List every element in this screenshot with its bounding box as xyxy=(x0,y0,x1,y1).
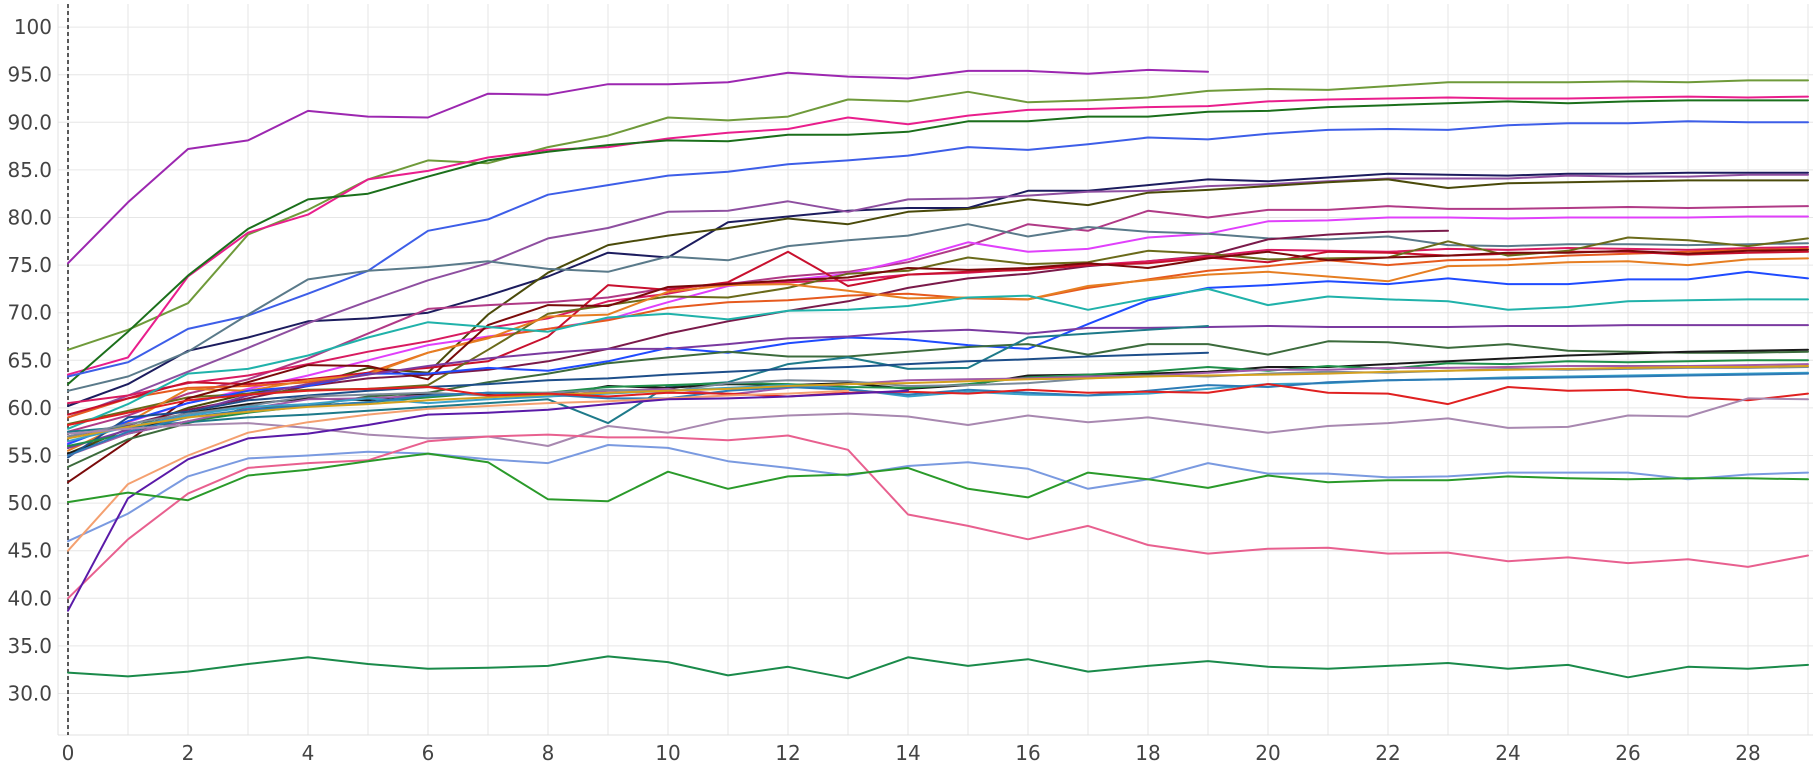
series-line-23 xyxy=(67,325,1209,433)
series-line-36 xyxy=(67,389,849,552)
series-line-34 xyxy=(67,444,1809,543)
series-line-38 xyxy=(67,452,1809,504)
x-tick-label: 12 xyxy=(775,741,800,765)
series-line-1 xyxy=(67,68,1209,265)
series-group xyxy=(67,68,1809,680)
y-tick-label: 55.0 xyxy=(7,444,52,468)
series-line-25 xyxy=(67,351,1209,459)
series-line-35 xyxy=(67,433,1809,600)
y-tick-label: 45.0 xyxy=(7,539,52,563)
series-line-5 xyxy=(67,120,1809,378)
x-tick-label: 6 xyxy=(422,741,435,765)
series-line-33 xyxy=(67,397,1809,447)
y-tick-label: 40.0 xyxy=(7,586,52,610)
x-tick-label: 26 xyxy=(1615,741,1640,765)
y-tick-label: 65.0 xyxy=(7,348,52,372)
series-line-9 xyxy=(67,205,1809,433)
y-tick-label: 95.0 xyxy=(7,63,52,87)
series-line-6 xyxy=(67,171,1809,407)
x-tick-label: 16 xyxy=(1015,741,1040,765)
x-tick-label: 10 xyxy=(655,741,680,765)
series-line-7 xyxy=(67,173,1809,419)
y-tick-label: 30.0 xyxy=(7,682,52,706)
series-line-4 xyxy=(67,99,1809,386)
series-line-39 xyxy=(67,655,1809,680)
series-line-31 xyxy=(67,365,1809,440)
series-line-32 xyxy=(67,383,1809,426)
series-line-11 xyxy=(67,223,1809,392)
y-tick-label: 50.0 xyxy=(7,491,52,515)
x-tick-label: 0 xyxy=(62,741,75,765)
series-line-37 xyxy=(67,389,909,612)
y-tick-label: 100 xyxy=(14,15,52,39)
axes xyxy=(57,4,1813,736)
x-tick-label: 8 xyxy=(542,741,555,765)
x-tick-label: 22 xyxy=(1375,741,1400,765)
x-tick-label: 20 xyxy=(1255,741,1280,765)
series-line-17 xyxy=(67,257,1809,452)
y-tick-label: 85.0 xyxy=(7,158,52,182)
x-tick-label: 4 xyxy=(302,741,315,765)
y-tick-label: 60.0 xyxy=(7,396,52,420)
series-line-20 xyxy=(67,287,1809,430)
series-line-18 xyxy=(67,248,1809,484)
series-line-3 xyxy=(67,95,1809,376)
y-tick-label: 80.0 xyxy=(7,206,52,230)
x-tick-label: 28 xyxy=(1735,741,1760,765)
x-tick-label: 2 xyxy=(182,741,195,765)
y-tick-label: 75.0 xyxy=(7,253,52,277)
series-line-8 xyxy=(67,178,1809,455)
tick-labels: 30.0 35.0 40.0 45.0 50.0 55.0 60.0 65.0 70.0 75.0… xyxy=(7,15,1760,765)
series-line-10 xyxy=(67,215,1809,445)
series-line-21 xyxy=(67,324,1809,449)
x-tick-label: 24 xyxy=(1495,741,1520,765)
x-tick-label: 18 xyxy=(1135,741,1160,765)
y-tick-label: 70.0 xyxy=(7,301,52,325)
y-tick-label: 90.0 xyxy=(7,110,52,134)
y-tick-label: 35.0 xyxy=(7,634,52,658)
x-tick-label: 14 xyxy=(895,741,920,765)
